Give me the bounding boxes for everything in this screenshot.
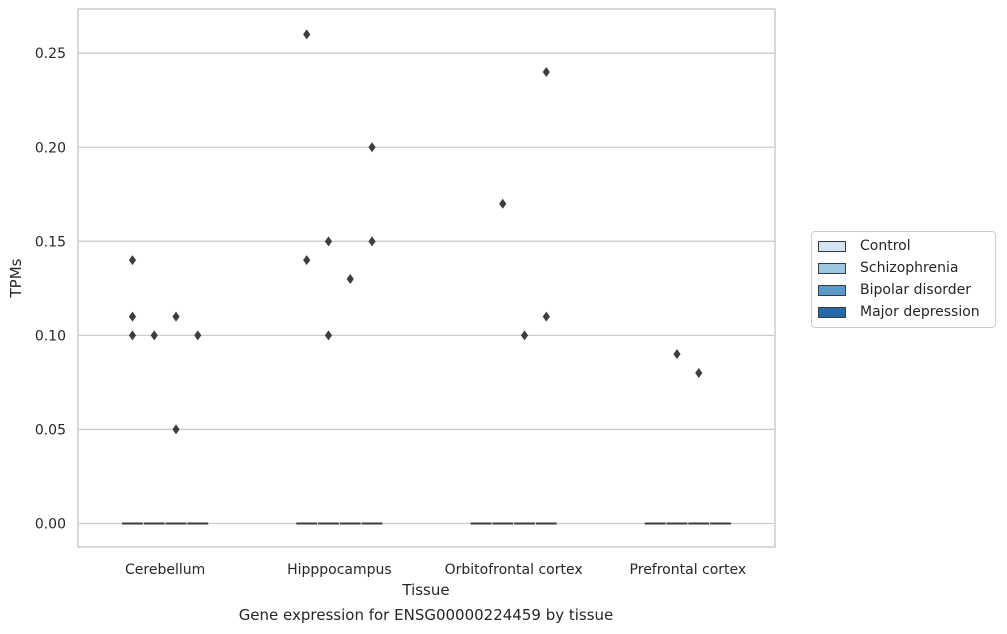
legend-label: Control xyxy=(860,238,911,254)
x-tick-label: Hipppocampus xyxy=(287,562,392,578)
x-tick-label: Orbitofrontal cortex xyxy=(445,562,583,578)
y-tick-label: 0.10 xyxy=(35,328,66,344)
legend-item: Major depression xyxy=(812,301,995,323)
outlier-point xyxy=(673,349,681,360)
grid-lines xyxy=(78,52,775,525)
outlier-point xyxy=(368,142,376,153)
outlier-point xyxy=(368,236,376,247)
legend-swatch xyxy=(818,284,846,296)
plot-frame xyxy=(77,8,776,548)
legend: Control Schizophrenia Bipolar disorder Majo… xyxy=(811,231,996,328)
legend-item: Control xyxy=(812,235,995,257)
outlier-point xyxy=(324,236,333,247)
outlier-point xyxy=(499,198,507,209)
outlier-point xyxy=(194,330,202,341)
outlier-point xyxy=(172,311,180,322)
y-tick-label: 0.05 xyxy=(35,422,66,438)
outlier-point xyxy=(695,367,703,378)
outlier-point xyxy=(172,424,180,435)
y-tick-label: 0.20 xyxy=(35,140,66,156)
y-tick-label: 0.15 xyxy=(35,234,66,250)
outlier-point xyxy=(128,311,137,322)
outlier-point xyxy=(542,311,550,322)
y-tick-label: 0.00 xyxy=(35,516,66,532)
outlier-point xyxy=(520,330,529,341)
legend-swatch xyxy=(818,262,846,274)
y-tick-label: 0.25 xyxy=(35,46,66,62)
legend-item: Schizophrenia xyxy=(812,257,995,279)
outlier-points xyxy=(128,29,703,435)
outlier-point xyxy=(324,330,333,341)
legend-item: Bipolar disorder xyxy=(812,279,995,301)
legend-label: Bipolar disorder xyxy=(860,282,972,298)
outlier-point xyxy=(128,330,137,341)
chart-caption: Gene expression for ENSG00000224459 by t… xyxy=(238,606,614,624)
legend-swatch xyxy=(818,240,846,252)
x-axis-label: Tissue xyxy=(401,581,449,599)
outlier-point xyxy=(150,330,158,341)
x-tick-label: Cerebellum xyxy=(125,562,205,578)
legend-swatch xyxy=(818,306,846,318)
legend-label: Schizophrenia xyxy=(860,260,959,276)
outlier-point xyxy=(303,255,311,266)
x-tick-label: Prefrontal cortex xyxy=(630,562,747,578)
legend-label: Major depression xyxy=(860,304,980,320)
outlier-point xyxy=(346,273,354,284)
y-tick-labels: 0.00 0.05 0.10 0.15 0.20 0.25 xyxy=(35,46,66,532)
outlier-point xyxy=(128,255,137,266)
y-axis-label: TPMs xyxy=(7,258,25,298)
outlier-point xyxy=(542,67,550,78)
outlier-point xyxy=(303,29,311,40)
x-tick-labels: Cerebellum Hipppocampus Orbitofrontal cort… xyxy=(125,562,746,578)
